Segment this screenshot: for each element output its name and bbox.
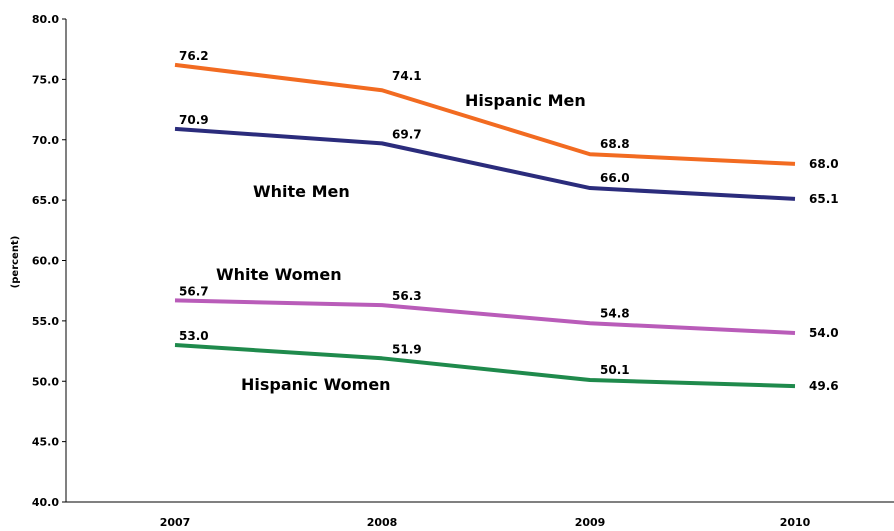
y-tick-label: 55.0 [32, 315, 59, 328]
series-name-label: Hispanic Men [465, 91, 586, 110]
data-label: 76.2 [179, 49, 209, 63]
y-tick-label: 75.0 [32, 73, 59, 86]
data-label: 49.6 [809, 379, 839, 393]
series-name-label: Hispanic Women [241, 375, 391, 394]
x-tick-label: 2010 [780, 516, 811, 529]
series-hispanic-women: 53.0 51.9 50.1 49.6 Hispanic Women [174, 329, 839, 394]
x-tick-label: 2007 [160, 516, 191, 529]
series-line [174, 298, 796, 335]
series-white-men: 70.9 69.7 66.0 65.1 White Men [174, 113, 839, 206]
series-line [174, 343, 796, 389]
series-name-label: White Men [253, 182, 350, 201]
data-label: 56.3 [392, 289, 422, 303]
series-name-label: White Women [216, 265, 342, 284]
data-label: 68.8 [600, 137, 630, 151]
y-tick-label: 60.0 [32, 255, 59, 268]
data-label: 50.1 [600, 363, 630, 377]
y-tick-label: 40.0 [32, 496, 59, 509]
data-label: 54.8 [600, 306, 630, 320]
x-tick-label: 2008 [367, 516, 398, 529]
x-tick-label: 2009 [575, 516, 606, 529]
data-label: 68.0 [809, 157, 839, 171]
data-label: 65.1 [809, 192, 839, 206]
series-group: 76.2 74.1 68.8 68.0 Hispanic Men 70.9 69.7 66.0… [174, 49, 839, 394]
y-axis-label: (percent) [10, 236, 21, 289]
y-tick-label: 45.0 [32, 436, 59, 449]
y-tick-label: 70.0 [32, 134, 59, 147]
series-white-women: 56.7 56.3 54.8 54.0 White Women [174, 265, 839, 340]
series-line [174, 62, 796, 166]
data-label: 69.7 [392, 127, 422, 141]
data-label: 53.0 [179, 329, 209, 343]
data-label: 70.9 [179, 113, 209, 127]
series-line [174, 126, 796, 201]
data-label: 56.7 [179, 284, 209, 298]
data-label: 54.0 [809, 326, 839, 340]
y-tick-label: 65.0 [32, 194, 59, 207]
axis-ticks: 40.0 45.0 50.0 55.0 60.0 65.0 70.0 75.0 80.0 2007… [32, 13, 811, 529]
series-hispanic-men: 76.2 74.1 68.8 68.0 Hispanic Men [174, 49, 839, 171]
data-label: 74.1 [392, 69, 422, 83]
y-tick-label: 50.0 [32, 375, 59, 388]
data-label: 66.0 [600, 171, 630, 185]
y-tick-label: 80.0 [32, 13, 59, 26]
data-label: 51.9 [392, 342, 422, 356]
